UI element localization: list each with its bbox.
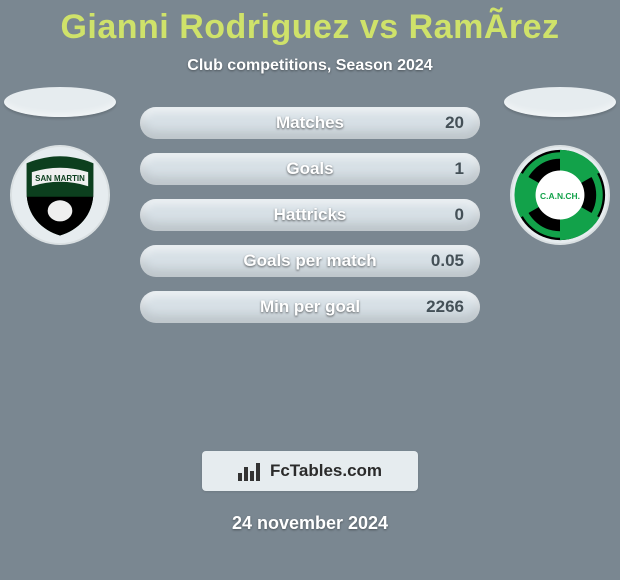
stat-row: Goals per match 0.05 [140,245,480,277]
comparison-stage: SAN MARTIN [0,87,620,427]
attribution-badge: FcTables.com [202,451,418,491]
club-badge-left: SAN MARTIN [10,145,110,245]
date-line: 24 november 2024 [0,513,620,534]
stat-label: Hattricks [274,205,347,225]
stat-row: Matches 20 [140,107,480,139]
page-title: Gianni Rodriguez vs RamÃrez [0,0,620,47]
player-ellipse-left [4,87,116,117]
left-column: SAN MARTIN [0,87,120,245]
stat-right-value: 20 [445,113,464,133]
right-column: C.A.N.CH. [500,87,620,245]
attribution-text: FcTables.com [270,461,382,481]
stat-label: Goals [286,159,333,179]
stat-right-value: 0.05 [431,251,464,271]
club-badge-right: C.A.N.CH. [510,145,610,245]
player-ellipse-right [504,87,616,117]
stat-right-value: 0 [455,205,464,225]
stat-label: Matches [276,113,344,133]
san-martin-shield-icon: SAN MARTIN [16,151,104,239]
stat-label: Min per goal [260,297,360,317]
svg-text:SAN MARTIN: SAN MARTIN [35,174,85,183]
stat-row: Goals 1 [140,153,480,185]
stat-label: Goals per match [243,251,376,271]
stat-row: Min per goal 2266 [140,291,480,323]
bar-chart-icon [238,461,264,481]
canch-badge-icon: C.A.N.CH. [513,148,607,242]
comparison-card: Gianni Rodriguez vs RamÃrez Club competi… [0,0,620,580]
stat-right-value: 1 [455,159,464,179]
svg-text:C.A.N.CH.: C.A.N.CH. [540,191,580,201]
stat-row: Hattricks 0 [140,199,480,231]
stat-bars: Matches 20 Goals 1 Hattricks 0 Goals per… [140,107,480,323]
stat-right-value: 2266 [426,297,464,317]
subtitle: Club competitions, Season 2024 [0,57,620,75]
